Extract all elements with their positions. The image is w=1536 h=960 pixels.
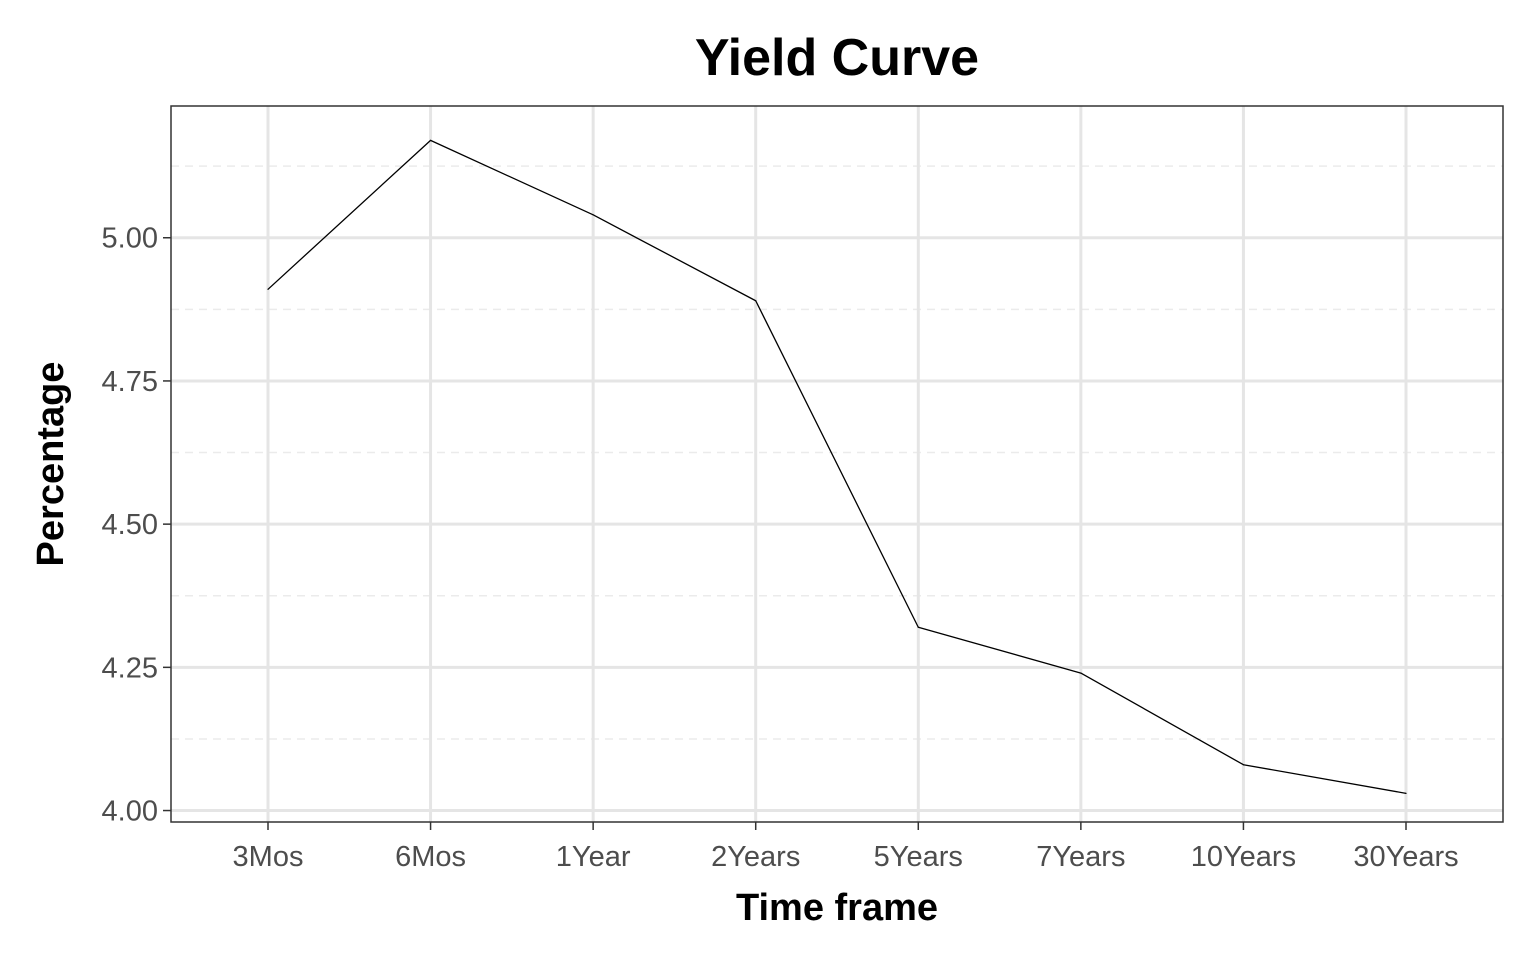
yield-series-line <box>267 139 1407 795</box>
yield-data-point <box>1405 792 1407 794</box>
yield-data-point <box>755 300 757 302</box>
x-tick-label: 6Mos <box>395 841 466 873</box>
x-tick-label: 1Year <box>556 841 631 873</box>
yield-data-point <box>267 288 269 290</box>
y-tick-label: 4.25 <box>102 652 158 684</box>
x-tick-label: 10Years <box>1191 841 1296 873</box>
yield-data-point <box>1080 672 1082 674</box>
yield-data-point <box>917 626 919 628</box>
x-tick-label: 5Years <box>874 841 963 873</box>
x-axis-title: Time frame <box>736 887 938 929</box>
chart-title: Yield Curve <box>695 29 979 87</box>
x-tick-label: 30Years <box>1353 841 1458 873</box>
series-layer <box>267 139 1407 795</box>
y-axis-title: Percentage <box>30 362 72 567</box>
x-tick-label: 7Years <box>1036 841 1125 873</box>
y-tick-label: 5.00 <box>102 223 158 255</box>
y-tick-label: 4.50 <box>102 509 158 541</box>
yield-data-point <box>592 214 594 216</box>
yield-data-point <box>1242 764 1245 766</box>
ticks-layer <box>163 236 1407 830</box>
grid-layer <box>171 106 1503 822</box>
y-tick-label: 4.00 <box>102 796 158 828</box>
y-tick-label: 4.75 <box>102 366 158 398</box>
yield-data-point <box>429 139 432 141</box>
x-tick-label: 3Mos <box>233 841 304 873</box>
tick-labels-layer: 4.00 4.25 4.50 4.75 5.00 3Mos 6Mos 1Year 2Years 5… <box>102 223 1459 873</box>
plot-panel-border <box>170 105 1504 823</box>
x-tick-label: 2Years <box>711 841 800 873</box>
